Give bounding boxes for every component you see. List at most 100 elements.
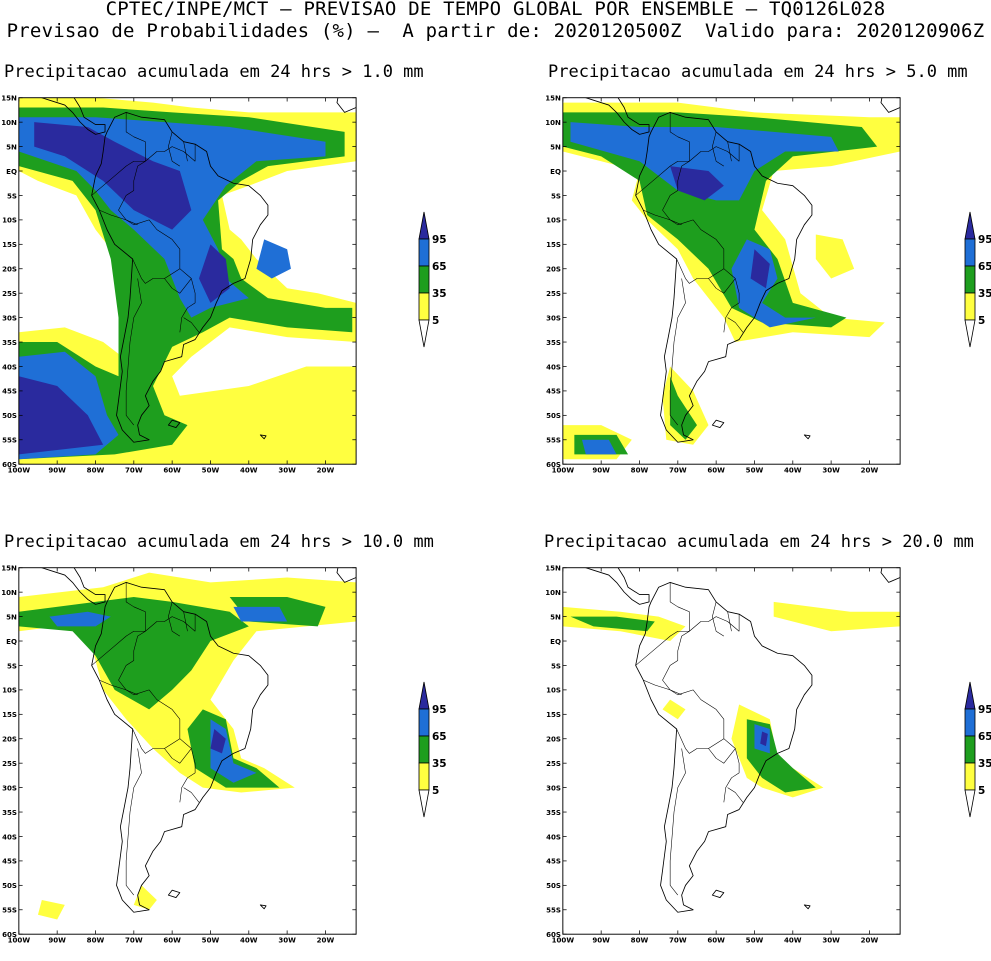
legend-swatch-c35: [964, 735, 976, 764]
lon-tick-label: 40W: [240, 466, 258, 475]
country-border-4: [91, 630, 146, 666]
south-america-coast: [91, 581, 269, 913]
lon-tick-label: 80W: [87, 936, 105, 945]
lat-tick-label: 15S: [546, 240, 561, 249]
lon-tick-label: 100W: [552, 936, 575, 945]
lat-tick-label: 15S: [546, 710, 561, 719]
legend-swatch-c65: [418, 238, 430, 267]
central-america-coast: [40, 97, 106, 135]
lat-tick-label: 60S: [546, 460, 561, 469]
lat-tick-label: 40S: [2, 832, 17, 841]
lat-tick-label: 5N: [550, 142, 561, 151]
panel-2-map: 100W 90W 80W 70W 60W 50W 40W 30W 20W 15N 10N 5N EQ 5S…: [545, 86, 902, 491]
lat-tick-label: 5N: [6, 612, 17, 621]
precip-c65-8: [731, 239, 816, 328]
country-border-8: [183, 141, 188, 162]
lat-tick-label: 45S: [546, 387, 561, 396]
lat-tick-label: 55S: [2, 906, 17, 915]
legend-swatch-c35: [964, 265, 976, 294]
lat-tick-label: 50S: [546, 881, 561, 890]
lat-tick-label: 15N: [1, 564, 17, 573]
legend-95-arrow: [964, 681, 976, 710]
south-america-coast: [635, 111, 813, 443]
lat-tick-label: 45S: [2, 387, 17, 396]
precip-c5-3: [662, 699, 686, 720]
panel-2-legend: 95 65 35 5: [962, 211, 991, 362]
lat-tick-label: EQ: [6, 167, 17, 176]
precip-c5-1: [815, 234, 855, 279]
lat-tick-label: 20S: [546, 265, 561, 274]
falkland-islands: [711, 419, 725, 428]
country-border-1: [125, 748, 142, 896]
country-border-2: [723, 738, 740, 803]
lon-tick-label: 20W: [317, 466, 335, 475]
lon-tick-label: 30W: [278, 466, 296, 475]
precip-c95-7: [18, 376, 104, 455]
precip-c95-7: [760, 731, 768, 747]
lon-tick-label: 50W: [746, 936, 764, 945]
panel-1-title: Precipitacao acumulada em 24 hrs > 1.0 m…: [4, 62, 424, 82]
lon-tick-label: 20W: [317, 936, 335, 945]
lon-tick-label: 60W: [707, 466, 725, 475]
legend-label-35: 35: [978, 288, 991, 300]
lat-tick-label: 10S: [546, 686, 561, 695]
country-border-4: [91, 160, 146, 196]
lat-tick-label: 10N: [545, 118, 561, 127]
lat-tick-label: EQ: [550, 167, 561, 176]
lat-tick-label: 60S: [2, 930, 17, 939]
lat-tick-label: 5S: [551, 661, 561, 670]
legend-label-95: 95: [432, 234, 447, 246]
central-america-coast: [584, 97, 650, 135]
lon-tick-label: 30W: [822, 466, 840, 475]
precip-c65-9: [581, 439, 617, 455]
lat-tick-label: 15N: [545, 94, 561, 103]
country-border-3: [708, 278, 736, 294]
map-frame: [562, 567, 901, 935]
legend-swatch-c65: [964, 708, 976, 737]
legend-95-arrow: [418, 211, 430, 240]
lat-tick-label: 35S: [546, 338, 561, 347]
lat-tick-label: EQ: [6, 637, 17, 646]
lat-tick-label: 5N: [6, 142, 17, 151]
precip-c65-4: [256, 239, 291, 279]
precip-c5-2: [37, 900, 65, 920]
panel-4-title: Precipitacao acumulada em 24 hrs > 20.0 …: [544, 532, 974, 552]
main-subtitle: Previsao de Probabilidades (%) — A parti…: [6, 20, 985, 42]
lat-tick-label: EQ: [550, 637, 561, 646]
lon-tick-label: 80W: [631, 466, 649, 475]
map-frame: [18, 567, 357, 935]
lon-tick-label: 90W: [592, 466, 610, 475]
lon-tick-label: 60W: [163, 466, 181, 475]
lon-tick-label: 70W: [669, 466, 687, 475]
lon-tick-label: 60W: [707, 936, 725, 945]
lon-tick-label: 30W: [278, 936, 296, 945]
legend-swatch-c65: [418, 708, 430, 737]
panel-2-title: Precipitacao acumulada em 24 hrs > 5.0 m…: [548, 62, 968, 82]
legend-95-arrow: [418, 681, 430, 710]
lat-tick-label: 45S: [546, 857, 561, 866]
legend-label-95: 95: [978, 234, 991, 246]
lon-tick-label: 90W: [48, 466, 66, 475]
lat-tick-label: 10N: [1, 118, 17, 127]
legend-swatch-c65: [964, 238, 976, 267]
panel-4-legend: 95 65 35 5: [962, 681, 991, 832]
lon-tick-label: 100W: [8, 936, 31, 945]
lat-tick-label: 25S: [546, 759, 561, 768]
legend-label-5: 5: [432, 785, 439, 797]
country-border-6: [669, 582, 690, 632]
lat-tick-label: 10S: [2, 216, 17, 225]
lat-tick-label: 20S: [2, 735, 17, 744]
lat-tick-label: 15S: [2, 240, 17, 249]
country-border-8: [727, 141, 732, 162]
legend-label-95: 95: [978, 704, 991, 716]
central-america-coast: [40, 567, 106, 605]
lat-tick-label: 25S: [2, 289, 17, 298]
lat-tick-label: 35S: [2, 338, 17, 347]
precip-c95-5: [34, 122, 192, 230]
legend-label-65: 65: [432, 731, 447, 743]
precip-c65-7: [570, 122, 839, 201]
legend-below-arrow: [964, 789, 976, 818]
legend-label-5: 5: [432, 315, 439, 327]
country-border-6: [669, 112, 690, 162]
lat-tick-label: 60S: [2, 460, 17, 469]
